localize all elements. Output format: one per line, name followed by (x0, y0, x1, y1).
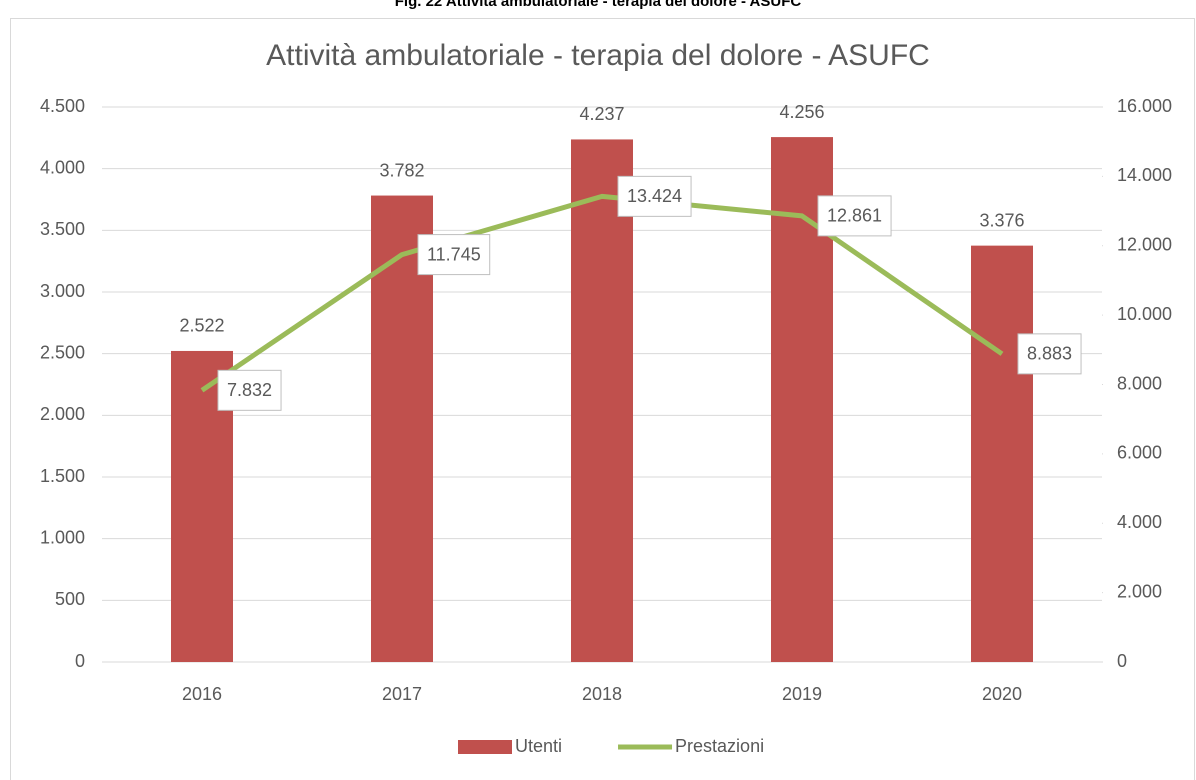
y2-tick-label: 4.000 (1117, 512, 1162, 532)
line-value-label: 13.424 (627, 186, 682, 206)
bar-value-label: 3.376 (979, 210, 1024, 230)
x-tick-label: 2016 (182, 684, 222, 704)
line-value-label: 7.832 (227, 380, 272, 400)
bar-value-label: 4.256 (779, 102, 824, 122)
legend-swatch (458, 740, 512, 754)
y2-tick-label: 14.000 (1117, 165, 1172, 185)
y2-tick-label: 16.000 (1117, 96, 1172, 116)
y-tick-label: 1.500 (40, 466, 85, 486)
line-value-label: 8.883 (1027, 344, 1072, 364)
x-tick-label: 2017 (382, 684, 422, 704)
legend-label: Utenti (515, 736, 562, 756)
y2-tick-label: 6.000 (1117, 443, 1162, 463)
x-tick-label: 2020 (982, 684, 1022, 704)
y2-tick-label: 10.000 (1117, 304, 1172, 324)
legend-label: Prestazioni (675, 736, 764, 756)
data-label-box (617, 175, 692, 217)
y-tick-label: 4.000 (40, 157, 85, 177)
y-tick-label: 3.000 (40, 281, 85, 301)
bar (971, 245, 1033, 663)
y2-tick-label: 12.000 (1117, 235, 1172, 255)
line-value-label: 11.745 (427, 244, 481, 264)
y-tick-label: 4.500 (40, 96, 85, 116)
y-tick-label: 2.000 (40, 404, 85, 424)
bar-value-label: 2.522 (179, 316, 224, 336)
line (200, 193, 1004, 393)
chart-title: Attività ambulatoriale - terapia del dol… (266, 39, 930, 72)
y2-tick-label: 2.000 (1117, 581, 1162, 601)
data-label-box (1017, 333, 1082, 375)
x-tick-label: 2019 (782, 684, 822, 704)
x-tick-label: 2018 (582, 684, 622, 704)
y2-tick-label: 0 (1117, 651, 1127, 671)
caption: Fig. 22 Attività ambulatoriale - terapia… (395, 0, 802, 10)
y-tick-label: 2.500 (40, 342, 85, 362)
data-label-box (217, 369, 282, 411)
y-tick-label: 1.000 (40, 527, 85, 547)
bar-value-label: 3.782 (379, 160, 424, 180)
line-value-label: 12.861 (827, 206, 882, 226)
bar (571, 139, 633, 663)
chart-border (10, 18, 1195, 780)
y-tick-label: 3.500 (40, 219, 85, 239)
data-label-box (417, 234, 491, 276)
bar-value-label: 4.237 (579, 104, 624, 124)
data-label-box (817, 195, 892, 237)
y-tick-label: 500 (55, 589, 85, 609)
y-tick-label: 0 (75, 651, 85, 671)
y2-tick-label: 8.000 (1117, 373, 1162, 393)
